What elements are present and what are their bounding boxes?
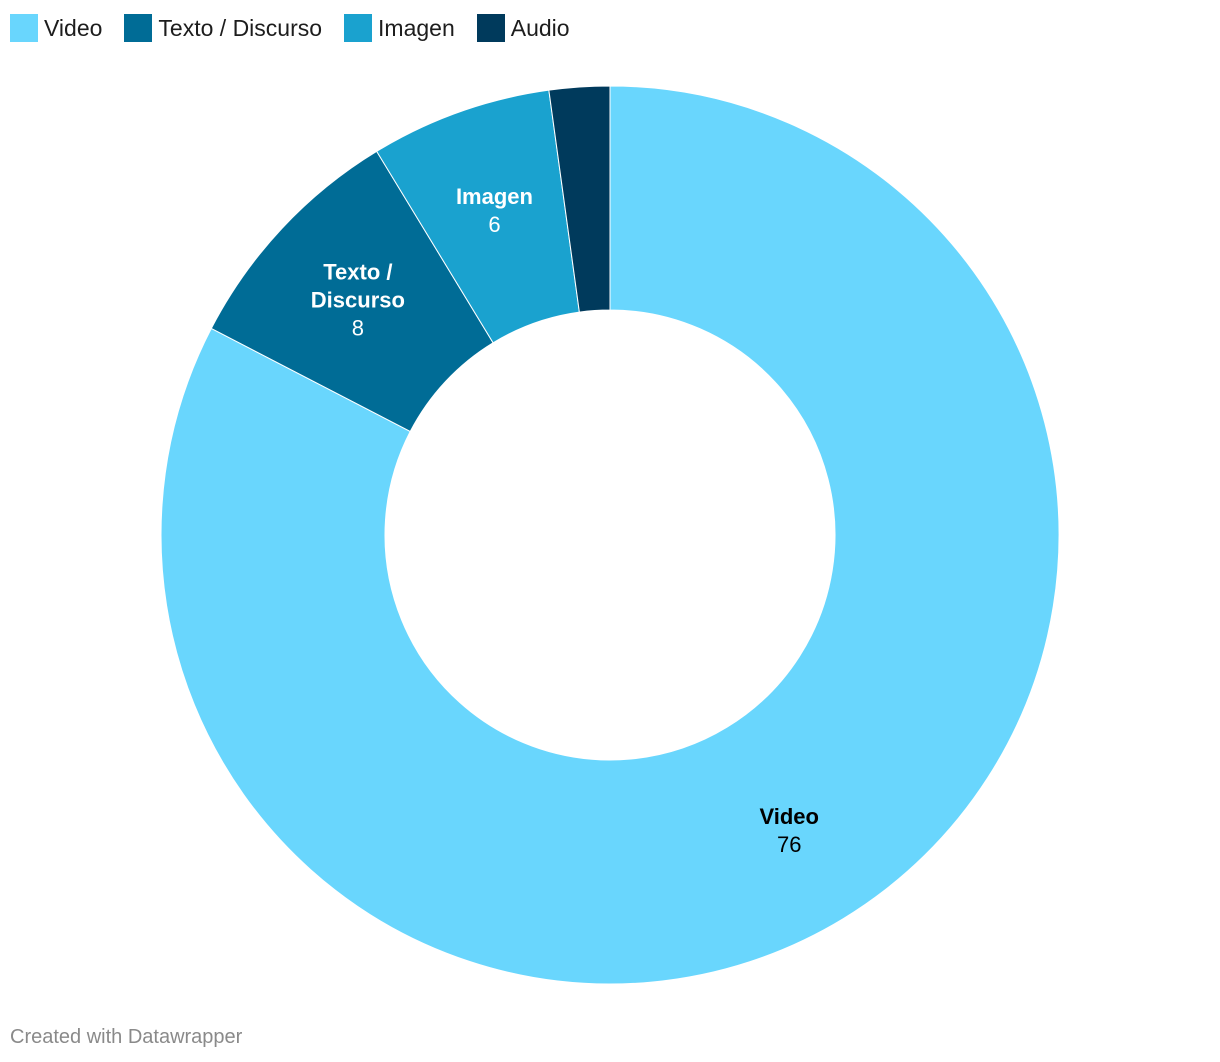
legend-swatch-video [10,14,38,42]
legend-label-texto-discurso: Texto / Discurso [158,15,323,41]
legend-label-video: Video [44,15,103,41]
slice-label-value-video: 76 [777,832,801,857]
chart-legend: Video Texto / Discurso Imagen Audio [10,13,570,43]
legend-swatch-audio [476,14,505,42]
slice-label-texto-discurso: Texto / Discurso 8 [311,260,405,341]
donut-slices [160,85,1060,985]
slice-label-name-texto-discurso: Texto / [323,260,392,285]
slice-label-name-video: Video [759,804,819,829]
slice-label-imagen: Imagen 6 [456,184,533,237]
slice-label-value-texto-discurso: 8 [352,316,364,341]
slice-label-name-texto-discurso: Discurso [311,288,405,313]
legend-label-audio: Audio [510,15,570,41]
donut-slice-video [160,85,1060,985]
legend-item-imagen: Imagen [344,14,455,42]
legend-item-texto-discurso: Texto / Discurso [124,14,322,42]
donut-slice-labels: Video 76 Texto / Discurso 8 Imagen 6 [311,184,819,857]
legend-item-video: Video [10,14,102,42]
slice-label-video: Video 76 [759,804,819,857]
slice-label-value-imagen: 6 [488,212,500,237]
chart-credit: Created with Datawrapper [10,1026,243,1048]
legend-item-audio: Audio [476,14,570,42]
legend-swatch-imagen [344,14,373,42]
legend-swatch-texto-discurso [124,14,153,42]
donut-slice-audio [548,85,611,313]
slice-label-name-imagen: Imagen [456,184,533,209]
legend-label-imagen: Imagen [378,15,455,41]
